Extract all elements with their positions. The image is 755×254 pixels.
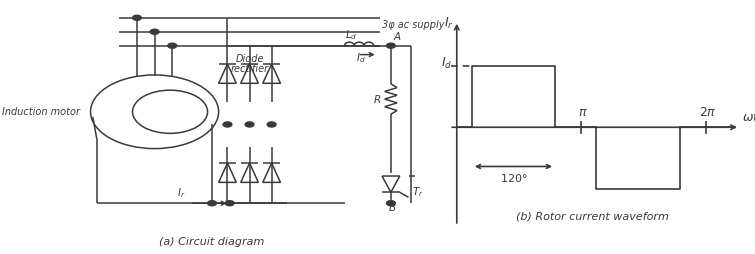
Circle shape — [387, 43, 396, 48]
Circle shape — [208, 201, 217, 206]
Text: $I_d$: $I_d$ — [441, 56, 452, 71]
Text: $R$: $R$ — [373, 93, 381, 105]
Text: $L_d$: $L_d$ — [345, 28, 357, 42]
Circle shape — [133, 15, 141, 20]
Circle shape — [225, 201, 234, 206]
Text: $I_d$: $I_d$ — [356, 52, 365, 65]
Circle shape — [267, 122, 276, 127]
Text: Diode: Diode — [236, 54, 263, 64]
Text: $B$: $B$ — [387, 201, 396, 213]
Text: rectifier: rectifier — [230, 65, 269, 74]
Text: $2\pi$: $2\pi$ — [699, 106, 716, 119]
Text: $T_r$: $T_r$ — [411, 185, 424, 199]
Text: $I_r$: $I_r$ — [445, 15, 455, 30]
Circle shape — [168, 43, 177, 48]
Text: (b) Rotor current waveform: (b) Rotor current waveform — [516, 211, 669, 221]
Text: Induction motor: Induction motor — [2, 107, 80, 117]
Circle shape — [387, 201, 396, 206]
Text: $120°$: $120°$ — [500, 172, 527, 184]
Text: 3φ ac supply: 3φ ac supply — [382, 20, 445, 30]
Circle shape — [245, 122, 254, 127]
Text: $\omega t$: $\omega t$ — [741, 110, 755, 123]
Text: (a) Circuit diagram: (a) Circuit diagram — [159, 237, 265, 247]
Text: $I_r$: $I_r$ — [177, 186, 185, 200]
Text: $\pi$: $\pi$ — [578, 106, 588, 119]
Text: $A$: $A$ — [393, 30, 402, 42]
Circle shape — [150, 29, 159, 34]
Circle shape — [223, 122, 232, 127]
